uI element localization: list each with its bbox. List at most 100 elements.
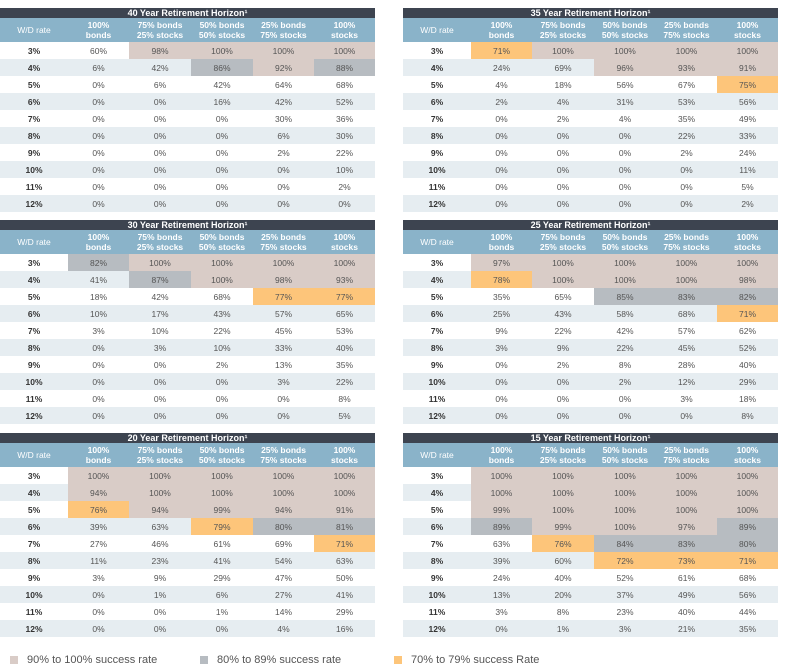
header-b50s50: 50% bonds 50% stocks xyxy=(191,443,253,467)
success-rate-cell: 18% xyxy=(554,79,572,90)
header-b50s50: 50% bonds 50% stocks xyxy=(594,443,656,467)
rate-label: 5% xyxy=(430,504,444,515)
success-rate-cell: 100% xyxy=(314,42,375,59)
success-rate-cell: 6% xyxy=(277,130,290,141)
table-row: 5% 18% 42% 68% 77% 77% xyxy=(0,288,375,305)
success-rate-cell: 100% xyxy=(253,254,314,271)
success-rate-cell: 100% xyxy=(594,467,656,484)
success-rate-cell: 100% xyxy=(532,42,594,59)
rate-label: 5% xyxy=(27,79,41,90)
success-rate-cell: 2% xyxy=(215,359,229,370)
header-bonds100: 100% bonds xyxy=(68,18,129,42)
success-rate-cell: 98% xyxy=(253,271,314,288)
success-rate-cell: 100% xyxy=(594,42,656,59)
success-rate-cell: 5% xyxy=(338,410,351,421)
success-rate-cell: 13% xyxy=(274,359,292,370)
header-b75s25: 75% bonds 25% stocks xyxy=(129,443,191,467)
header-line: 100% xyxy=(736,445,759,455)
rate-label: 3% xyxy=(430,257,444,268)
success-rate-cell: 35% xyxy=(335,359,353,370)
success-rate-cell: 100% xyxy=(532,271,594,288)
success-rate-cell: 0% xyxy=(495,113,508,124)
header-b25s75: 25% bonds 75% stocks xyxy=(656,18,717,42)
rate-label: 12% xyxy=(428,198,446,209)
header-b75s25: 75% bonds 25% stocks xyxy=(129,230,191,254)
success-rate-cell: 100% xyxy=(594,484,656,501)
success-rate-cell: 58% xyxy=(616,308,634,319)
success-rate-cell: 17% xyxy=(151,308,169,319)
rate-label: 8% xyxy=(430,342,444,353)
success-rate-cell: 20% xyxy=(554,589,572,600)
success-rate-cell: 0% xyxy=(153,96,167,107)
success-rate-cell: 85% xyxy=(594,288,656,305)
rate-label: 4% xyxy=(430,62,444,73)
success-rate-cell: 0% xyxy=(215,113,229,124)
success-rate-cell: 0% xyxy=(556,181,570,192)
header-line: 50% stocks xyxy=(601,455,649,465)
success-rate-cell: 100% xyxy=(314,467,375,484)
success-rate-cell: 0% xyxy=(92,113,105,124)
success-rate-cell: 24% xyxy=(492,62,510,73)
header-line: 75% stocks xyxy=(663,455,710,465)
table-row: 7% 9% 22% 42% 57% 62% xyxy=(403,322,778,339)
success-rate-cell: 0% xyxy=(556,130,570,141)
table-row: 6% 39% 63% 79% 80% 81% xyxy=(0,518,375,535)
rate-label: 10% xyxy=(428,164,446,175)
table-row: 12% 0% 0% 0% 0% 8% xyxy=(403,407,778,424)
table-row: 6% 0% 0% 16% 42% 52% xyxy=(0,93,375,110)
success-rate-cell: 3% xyxy=(680,393,693,404)
success-rate-cell: 0% xyxy=(215,376,229,387)
table-title: 30 Year Retirement Horizon¹ xyxy=(0,220,375,230)
success-rate-cell: 57% xyxy=(677,325,695,336)
success-rate-cell: 100% xyxy=(594,501,656,518)
success-rate-cell: 0% xyxy=(92,147,105,158)
success-rate-cell: 2% xyxy=(680,147,693,158)
table-row: 4% 94% 100% 100% 100% 100% xyxy=(0,484,375,501)
table-row: 5% 4% 18% 56% 67% 75% xyxy=(403,76,778,93)
header-line: bonds xyxy=(488,242,515,252)
success-rate-cell: 89% xyxy=(717,518,778,535)
table-row: 3% 97% 100% 100% 100% 100% xyxy=(403,254,778,271)
header-line: 25% bonds xyxy=(261,232,306,242)
success-rate-cell: 100% xyxy=(191,484,253,501)
table-row: 7% 3% 10% 22% 45% 53% xyxy=(0,322,375,339)
success-rate-cell: 0% xyxy=(338,198,351,209)
success-rate-cell: 100% xyxy=(656,467,717,484)
success-rate-cell: 100% xyxy=(656,42,717,59)
success-rate-cell: 98% xyxy=(717,271,778,288)
success-rate-cell: 83% xyxy=(656,288,717,305)
success-rate-cell: 93% xyxy=(656,59,717,76)
header-line: 25% stocks xyxy=(136,242,184,252)
header-line: 50% stocks xyxy=(601,30,649,40)
success-rate-cell: 41% xyxy=(213,555,231,566)
rate-label: 7% xyxy=(430,113,444,124)
rate-label: 11% xyxy=(428,606,446,617)
success-rate-cell: 2% xyxy=(338,181,351,192)
success-rate-cell: 40% xyxy=(335,342,353,353)
header-line: 75% stocks xyxy=(663,30,710,40)
table-row: 12% 0% 0% 0% 0% 2% xyxy=(403,195,778,212)
rate-label: 12% xyxy=(428,623,446,634)
success-rate-cell: 35% xyxy=(492,291,510,302)
table-row: 7% 0% 0% 0% 30% 36% xyxy=(0,110,375,127)
success-rate-cell: 27% xyxy=(89,538,107,549)
success-rate-cell: 77% xyxy=(314,288,375,305)
header-wd-rate: W/D rate xyxy=(420,450,454,460)
header-line: 50% bonds xyxy=(602,232,648,242)
success-rate-cell: 22% xyxy=(554,325,572,336)
header-line: 100% xyxy=(87,20,110,30)
table-row: 4% 78% 100% 100% 100% 98% xyxy=(403,271,778,288)
table-row: 9% 0% 0% 2% 13% 35% xyxy=(0,356,375,373)
success-rate-cell: 100% xyxy=(656,271,717,288)
legend: 90% to 100% success rate 80% to 89% succ… xyxy=(0,650,789,669)
header-line: 75% bonds xyxy=(137,232,183,242)
success-rate-cell: 100% xyxy=(656,254,717,271)
success-rate-cell: 2% xyxy=(556,359,570,370)
rate-label: 4% xyxy=(27,62,41,73)
header-stocks100: 100% stocks xyxy=(717,230,778,254)
success-rate-cell: 0% xyxy=(618,164,632,175)
table-row: 11% 3% 8% 23% 40% 44% xyxy=(403,603,778,620)
success-rate-cell: 100% xyxy=(253,42,314,59)
success-rate-cell: 65% xyxy=(335,308,353,319)
rate-label: 4% xyxy=(27,274,41,285)
